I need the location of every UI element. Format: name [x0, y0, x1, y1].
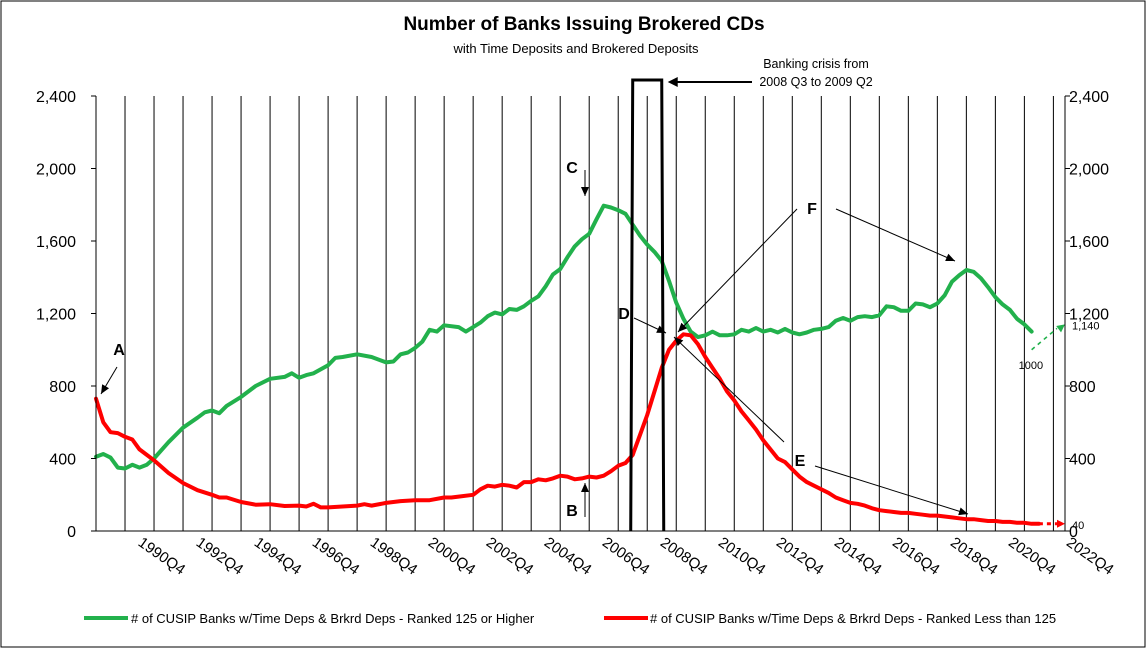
crisis-label-arrowhead — [667, 77, 678, 87]
annotation-letter: C — [566, 160, 578, 177]
annotation-letter: E — [795, 453, 806, 470]
legend-label-green: # of CUSIP Banks w/Time Deps & Brkrd Dep… — [131, 611, 535, 626]
y-tick-label-right: 1,600 — [1069, 234, 1109, 251]
y-tick-label-left: 800 — [49, 379, 76, 396]
annotation-arrow-f1 — [677, 208, 798, 333]
crisis-band-outline — [629, 78, 666, 532]
y-tick-label-right: 800 — [1069, 379, 1096, 396]
projection-line — [1031, 327, 1058, 351]
series-layer: 1000 1,140 40 — [94, 203, 1100, 532]
annotation-letter: B — [566, 503, 578, 520]
projection-arrowhead — [1056, 324, 1065, 333]
grid-layer — [124, 96, 1054, 531]
y-tick-label-right: 2,000 — [1069, 162, 1109, 179]
annotation-letter: F — [807, 201, 817, 218]
y-tick-label-left: 1,200 — [36, 307, 76, 324]
annotation-arrow-e1-head — [674, 337, 684, 347]
crisis-label-line2: 2008 Q3 to 2009 Q2 — [759, 75, 872, 89]
projection-arrowhead — [1057, 519, 1065, 528]
legend: # of CUSIP Banks w/Time Deps & Brkrd Dep… — [84, 611, 1056, 626]
chart-title: Number of Banks Issuing Brokered CDs — [403, 14, 764, 35]
y-tick-label-right: 400 — [1069, 452, 1096, 469]
annotation-arrow-c-head — [581, 187, 589, 196]
annotation-arrow-b-head — [581, 483, 589, 492]
y-tick-label-right: 0 — [1069, 524, 1078, 541]
y-tick-label-right: 1,200 — [1069, 307, 1109, 324]
annotation-arrow-f2-head — [945, 253, 955, 262]
annotation-letter: D — [618, 306, 630, 323]
annotation-arrow-f2 — [835, 208, 956, 262]
chart-subtitle: with Time Deposits and Brokered Deposits — [453, 41, 699, 56]
crisis-label-line1: Banking crisis from — [763, 57, 869, 71]
y-tick-label-left: 2,000 — [36, 162, 76, 179]
crisis-band — [629, 77, 752, 532]
annotation-arrow-e2-head — [958, 507, 968, 516]
annotation-layer: A B C D E F — [100, 160, 969, 520]
y-tick-label-left: 0 — [67, 524, 76, 541]
annotation-arrow-e1 — [673, 336, 785, 443]
projection-label-end: 1,140 — [1072, 320, 1100, 332]
annotation-arrow-e2 — [814, 465, 969, 515]
series-line-ranked-less-than-125 — [94, 332, 1041, 526]
annotation-letter: A — [113, 342, 125, 359]
y-tick-label-left: 2,400 — [36, 89, 76, 106]
series-line-ranked-125-or-higher — [94, 203, 1034, 471]
annotation-arrow-d-head — [656, 325, 666, 333]
annotation-arrow-a-head — [101, 384, 110, 394]
projection-label-start: 1000 — [1019, 360, 1043, 372]
y-tick-label-left: 1,600 — [36, 234, 76, 251]
y-tick-label-left: 400 — [49, 452, 76, 469]
y-tick-label-right: 2,400 — [1069, 89, 1109, 106]
annotation-arrow-f1-head — [678, 322, 688, 332]
legend-label-red: # of CUSIP Banks w/Time Deps & Brkrd Dep… — [650, 611, 1056, 626]
projection-label-end: 40 — [1072, 520, 1084, 532]
